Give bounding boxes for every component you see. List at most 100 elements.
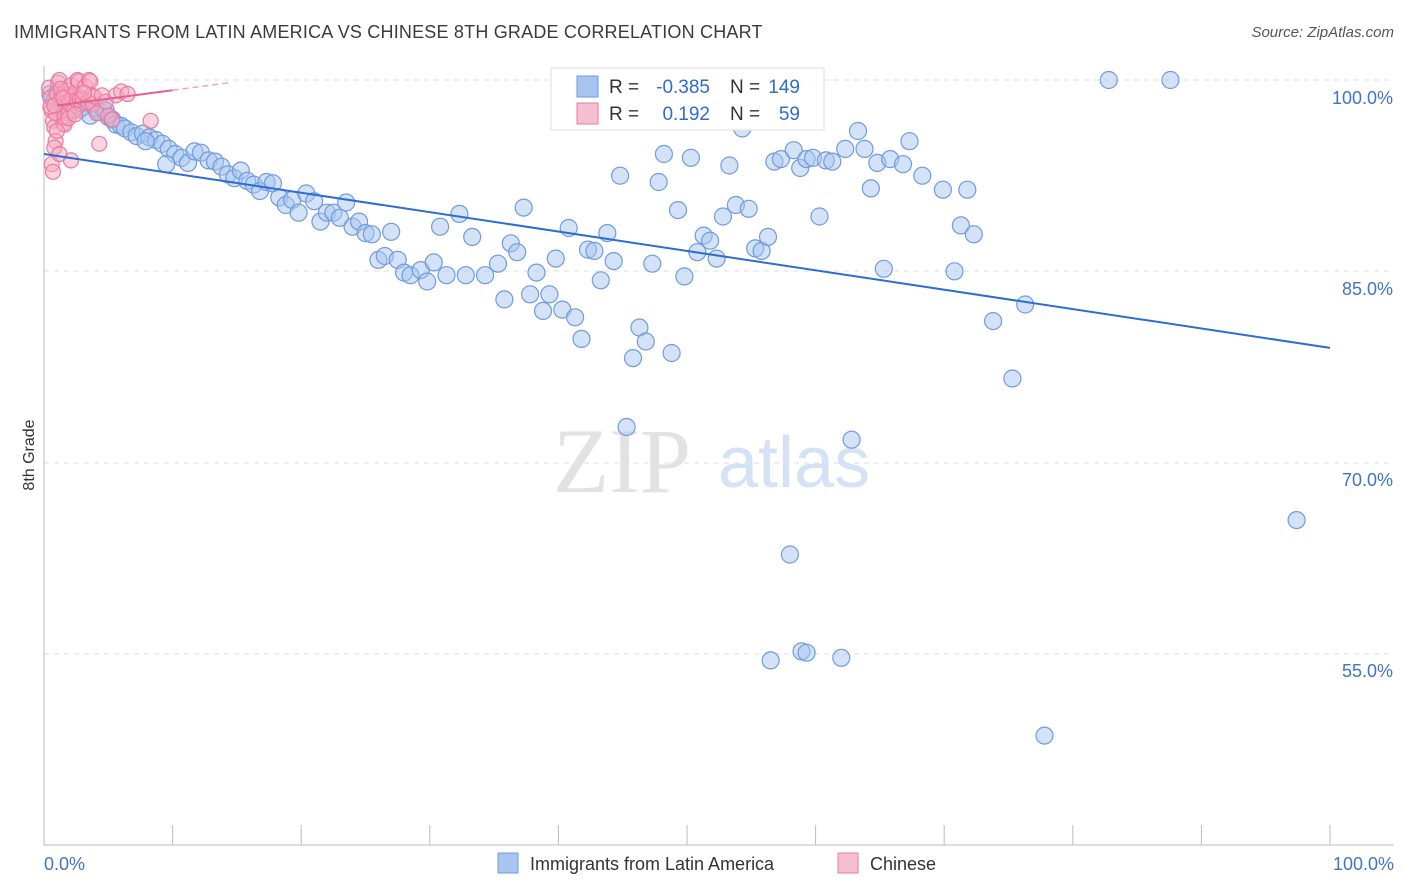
scatter-point [546, 249, 565, 268]
scatter-point [527, 263, 546, 282]
scatter-point [437, 266, 456, 285]
scatter-point [330, 208, 349, 227]
scatter-point [893, 155, 913, 174]
legend-r-label-1: R = [609, 77, 639, 98]
legend-box: R = -0.385 N = 149 R = 0.192 N = 59 [550, 67, 825, 131]
scatter-point [636, 332, 655, 351]
scatter-point [495, 290, 514, 309]
legend-r-value-2: 0.192 [662, 104, 710, 125]
scatter-point [51, 145, 68, 163]
scatter-point [758, 227, 778, 246]
scatter-point [48, 122, 66, 140]
scatter-point [104, 111, 121, 128]
legend-r-label-2: R = [609, 104, 639, 125]
scatter-point [142, 112, 159, 129]
scatter-point [463, 227, 482, 246]
scatter-point [780, 545, 800, 564]
scatter-point [739, 199, 758, 218]
scatter-point [456, 266, 475, 285]
bottom-legend-label-blue: Immigrants from Latin America [530, 854, 775, 874]
scatter-point [700, 231, 720, 250]
scatter-point [662, 343, 681, 363]
trend-lines [43, 81, 1331, 349]
x-tick-max: 100.0% [1333, 854, 1394, 874]
scatter-point [874, 259, 893, 278]
scatter-point [1099, 70, 1118, 90]
scatter-point [572, 329, 591, 348]
series-latin-america-points [41, 70, 1306, 745]
x-ticks [43, 825, 1331, 845]
scatter-point [855, 139, 874, 158]
chart-title: IMMIGRANTS FROM LATIN AMERICA VS CHINESE… [14, 22, 763, 42]
scatter-point [289, 203, 308, 222]
scatter-point [418, 272, 437, 291]
y-tick-55: 55.0% [1342, 661, 1393, 681]
scatter-point [305, 192, 324, 211]
scatter-point [119, 85, 136, 103]
scatter-point [832, 648, 851, 667]
bottom-legend-swatch-pink [837, 852, 859, 874]
scatter-point [951, 216, 971, 235]
legend-n-value-1: 149 [768, 77, 800, 98]
y-tick-70: 70.0% [1342, 470, 1393, 490]
bottom-legend-swatch-blue [497, 852, 519, 874]
scatter-point [1035, 726, 1054, 745]
legend-r-value-1: -0.385 [656, 77, 710, 98]
legend-n-value-2: 59 [779, 104, 800, 125]
scatter-point [668, 201, 688, 220]
scatter-point [514, 198, 533, 217]
legend-swatch-blue [576, 75, 599, 98]
scatter-point [964, 225, 983, 244]
scatter-point [382, 222, 401, 241]
x-tick-min: 0.0% [44, 854, 85, 874]
y-tick-85: 85.0% [1342, 279, 1393, 299]
scatter-point [720, 156, 739, 175]
scatter-point [797, 643, 816, 662]
scatter-point [1003, 369, 1022, 388]
legend-swatch-pink [576, 102, 599, 125]
scatter-point [533, 301, 553, 320]
scatter-point [431, 217, 450, 236]
scatter-point [861, 179, 881, 198]
scatter-point [654, 144, 674, 164]
watermark: ZIP atlas [553, 410, 870, 512]
scatter-point [450, 204, 469, 223]
scatter-point [1161, 70, 1180, 90]
source-label: Source: ZipAtlas.com [1251, 24, 1394, 41]
scatter-point [565, 308, 585, 327]
scatter-point [707, 249, 726, 268]
y-tick-100: 100.0% [1332, 88, 1393, 108]
scatter-point [958, 180, 977, 199]
scatter-point [617, 417, 636, 437]
scatter-point [476, 266, 495, 285]
scatter-point [157, 155, 176, 174]
scatter-point [643, 254, 662, 273]
scatter-point [136, 132, 155, 151]
scatter-point [823, 152, 842, 171]
scatter-point [933, 180, 953, 199]
scatter-point [66, 106, 84, 123]
trend-line-chinese-extension [172, 81, 230, 91]
scatter-point [784, 141, 803, 160]
bottom-legend-label-pink: Chinese [870, 854, 936, 874]
scatter-point [1287, 510, 1306, 530]
scatter-point [488, 254, 508, 273]
scatter-point [585, 241, 604, 260]
scatter-point [848, 121, 868, 141]
trend-line-chinese [56, 89, 173, 107]
scatter-point [771, 150, 791, 169]
scatter-point [900, 132, 919, 151]
scatter-point [913, 166, 932, 185]
scatter-point [44, 163, 62, 180]
scatter-point [520, 285, 540, 304]
scatter-point [761, 651, 780, 670]
legend-n-label-2: N = [730, 104, 760, 125]
trend-line-latin-america [43, 152, 1331, 349]
scatter-point [591, 271, 610, 290]
scatter-point [675, 267, 694, 286]
scatter-point [604, 252, 623, 271]
scatter-point [810, 207, 829, 226]
scatter-point [508, 243, 527, 262]
bottom-legend: Immigrants from Latin America Chinese [497, 852, 936, 874]
